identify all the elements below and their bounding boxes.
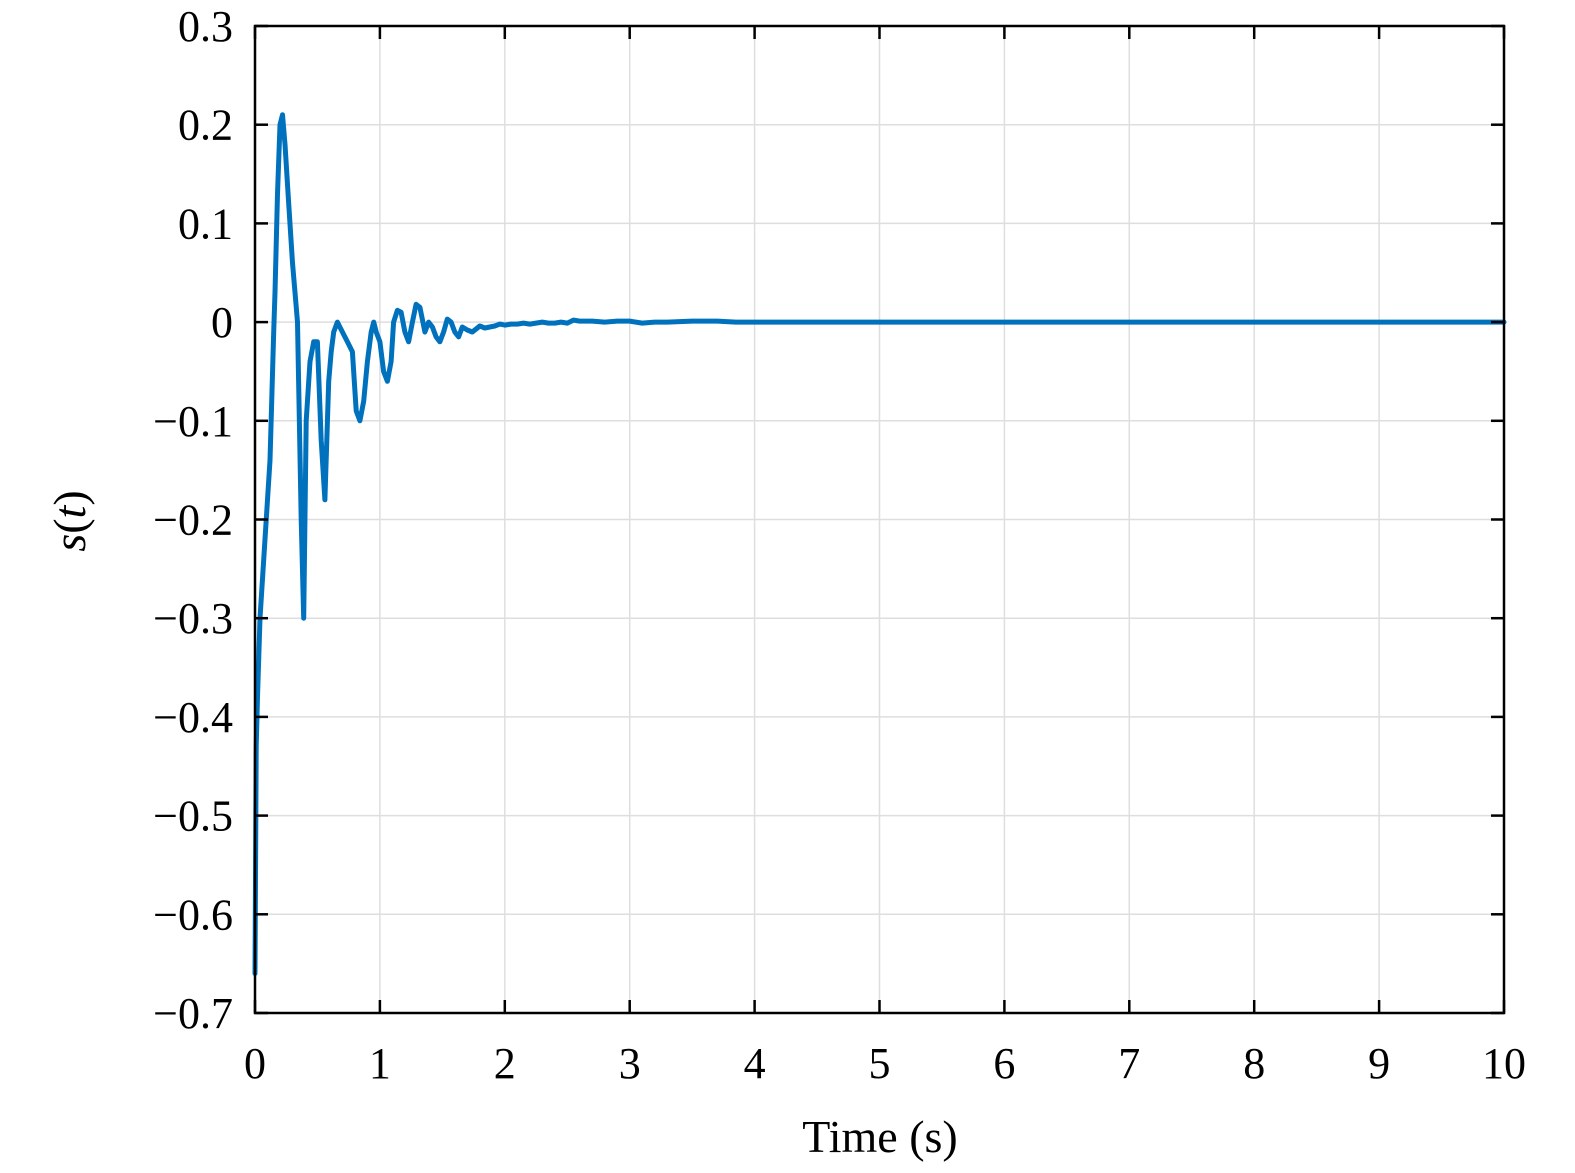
x-tick-label: 5 bbox=[869, 1039, 891, 1088]
y-tick-label: −0.7 bbox=[153, 989, 233, 1038]
x-tick-label: 2 bbox=[494, 1039, 516, 1088]
y-tick-label: 0 bbox=[211, 298, 233, 347]
x-tick-labels: 0 1 2 3 4 5 6 7 8 9 10 bbox=[244, 1039, 1526, 1088]
y-axis-label-close: ) bbox=[44, 490, 95, 505]
y-axis-label-var: t bbox=[44, 504, 95, 518]
y-axis-label-open: ( bbox=[44, 518, 95, 533]
y-tick-label: −0.6 bbox=[153, 890, 233, 939]
y-tick-label: −0.1 bbox=[153, 397, 233, 446]
x-tick-label: 0 bbox=[244, 1039, 266, 1088]
y-axis-label: s(t) bbox=[44, 490, 95, 551]
y-tick-label: −0.3 bbox=[153, 594, 233, 643]
y-tick-label: −0.5 bbox=[153, 792, 233, 841]
x-tick-label: 6 bbox=[993, 1039, 1015, 1088]
x-tick-label: 3 bbox=[619, 1039, 641, 1088]
series-line bbox=[252, 112, 1507, 976]
x-tick-label: 8 bbox=[1243, 1039, 1265, 1088]
y-tick-label: 0.3 bbox=[178, 2, 233, 51]
ticks bbox=[253, 24, 1506, 1015]
y-tick-label: −0.2 bbox=[153, 496, 233, 545]
x-tick-label: 9 bbox=[1368, 1039, 1390, 1088]
x-tick-label: 10 bbox=[1482, 1039, 1526, 1088]
x-tick-label: 1 bbox=[369, 1039, 391, 1088]
x-tick-label: 4 bbox=[744, 1039, 766, 1088]
y-tick-labels: 0.3 0.2 0.1 0 −0.1 −0.2 −0.3 −0.4 −0.5 −0.6 −0.7 bbox=[153, 2, 233, 1038]
y-axis-label-func: s bbox=[44, 534, 95, 552]
grid bbox=[255, 26, 1504, 1013]
y-tick-label: 0.1 bbox=[178, 199, 233, 248]
x-tick-label: 7 bbox=[1118, 1039, 1140, 1088]
y-tick-label: −0.4 bbox=[153, 693, 233, 742]
series-layer bbox=[252, 112, 1507, 976]
x-axis-label: Time (s) bbox=[802, 1111, 958, 1162]
y-tick-label: 0.2 bbox=[178, 101, 233, 150]
